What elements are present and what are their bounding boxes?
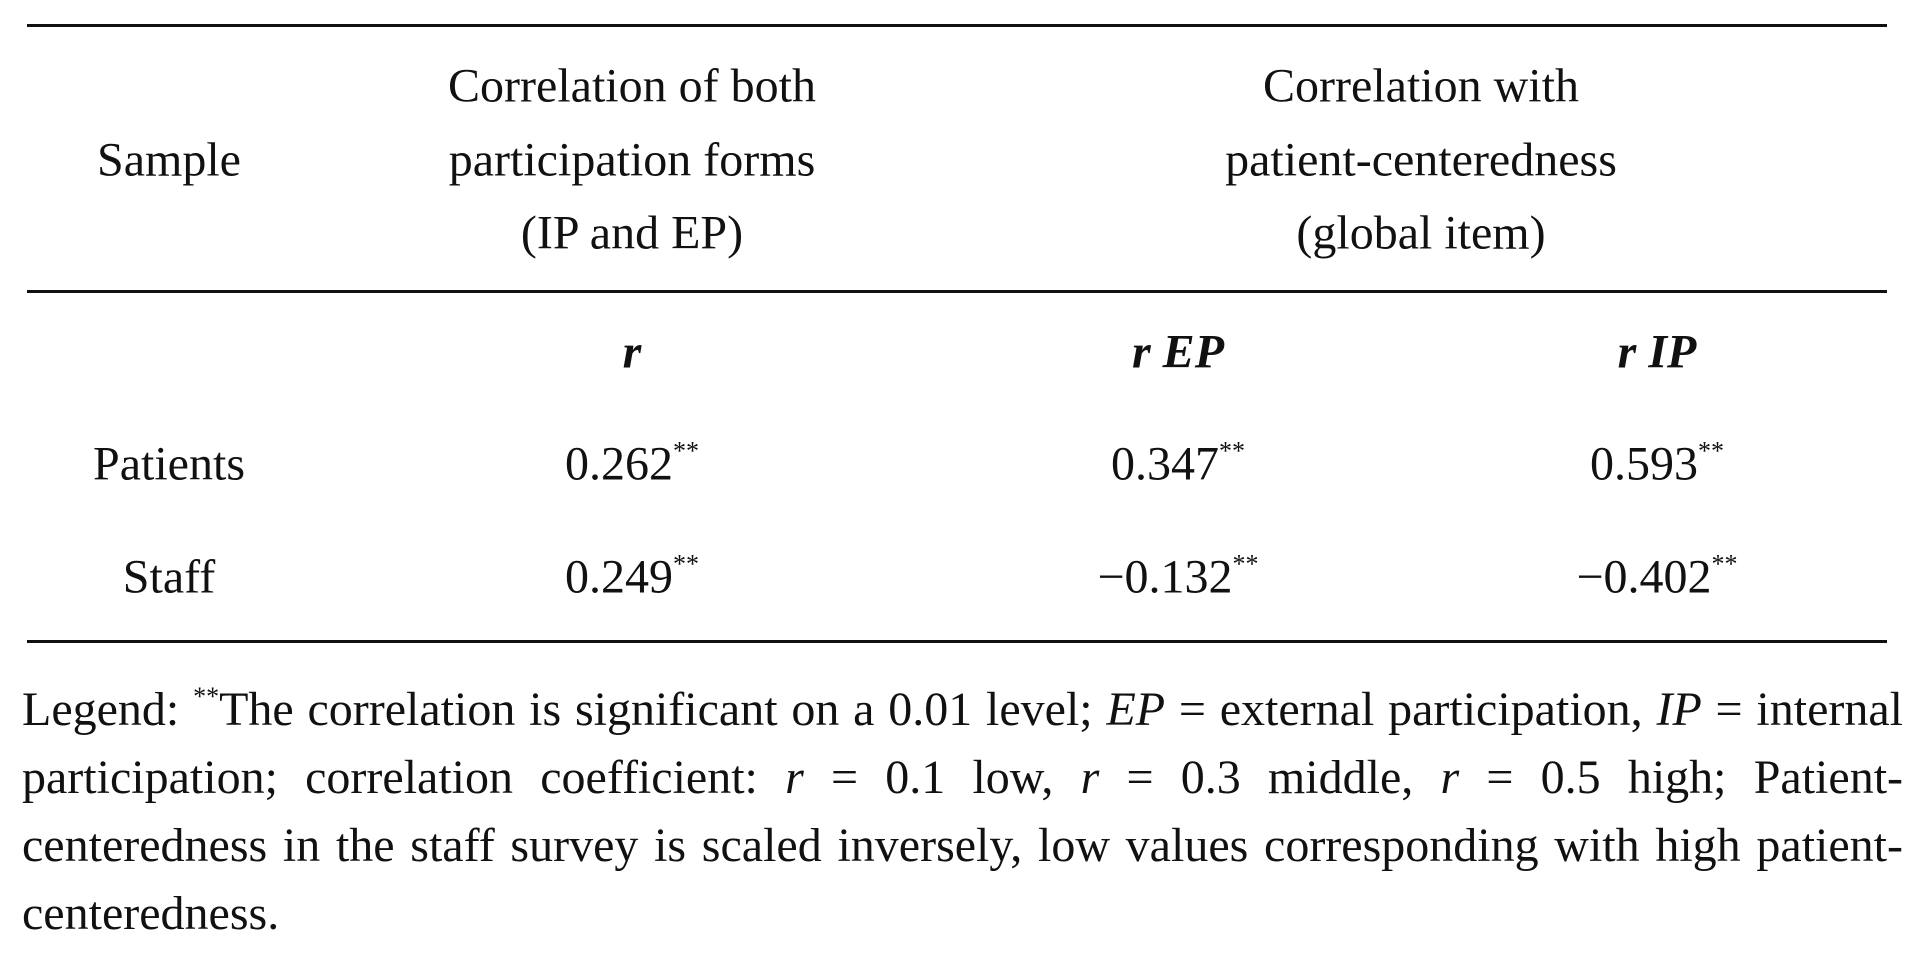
row-label: Staff: [122, 550, 216, 604]
legend-text: = external participation,: [1165, 683, 1657, 736]
data-cell: 0.249**: [565, 550, 699, 605]
cell-note: **: [1219, 436, 1245, 466]
legend-text: EP: [1106, 683, 1166, 736]
header-rule: [27, 290, 1887, 293]
legend-note: **: [193, 682, 220, 711]
cell-value: 0.593: [1590, 437, 1698, 491]
legend-text: IP: [1656, 683, 1702, 736]
legend-text: r: [785, 751, 804, 804]
data-cell: 0.262**: [565, 437, 699, 492]
legend-text: = 0.5 high; Patient-centeredness in the …: [22, 751, 1904, 940]
bottom-rule: [27, 640, 1887, 643]
data-cell: 0.347**: [1111, 437, 1245, 492]
cell-note: **: [673, 436, 699, 466]
header-cell: (global item): [1296, 206, 1546, 260]
cell-value: −0.402: [1576, 550, 1712, 604]
data-cell: −0.402**: [1576, 550, 1737, 605]
top-rule: [27, 24, 1887, 27]
data-cell: 0.593**: [1590, 437, 1724, 492]
legend-text: = 0.3 middle,: [1099, 751, 1441, 804]
header-cell: Correlation with: [1263, 59, 1579, 113]
legend-text: = internal participation; correlation co…: [22, 683, 1904, 804]
header-cell: Correlation of both: [448, 59, 816, 113]
cell-note: **: [673, 549, 699, 579]
legend-text: r: [1080, 751, 1100, 804]
header-cell: patient-centeredness: [1225, 133, 1617, 187]
cell-note: **: [1232, 549, 1259, 579]
data-cell: −0.132**: [1097, 550, 1258, 605]
cell-value: 0.262: [565, 437, 673, 491]
legend-text: r: [1440, 751, 1460, 804]
cell-value: −0.132: [1097, 550, 1233, 604]
header-cell: participation forms: [448, 133, 816, 187]
subheader-cell: r EP: [1131, 325, 1225, 379]
subheader-cell: r: [622, 325, 642, 379]
legend-text: The correlation is significant on a 0.01…: [219, 683, 1107, 736]
cell-note: **: [1698, 436, 1724, 466]
cell-note: **: [1711, 549, 1738, 579]
legend-text: Legend:: [22, 683, 194, 736]
header-cell: Sample: [97, 133, 241, 187]
cell-value: 0.347: [1111, 437, 1219, 491]
subheader-cell: r IP: [1617, 325, 1697, 379]
legend: Legend: **The correlation is significant…: [22, 676, 1903, 948]
legend-text: = 0.1 low,: [803, 751, 1081, 804]
header-cell: (IP and EP): [520, 206, 744, 260]
row-label: Patients: [93, 437, 245, 491]
cell-value: 0.249: [565, 550, 673, 604]
